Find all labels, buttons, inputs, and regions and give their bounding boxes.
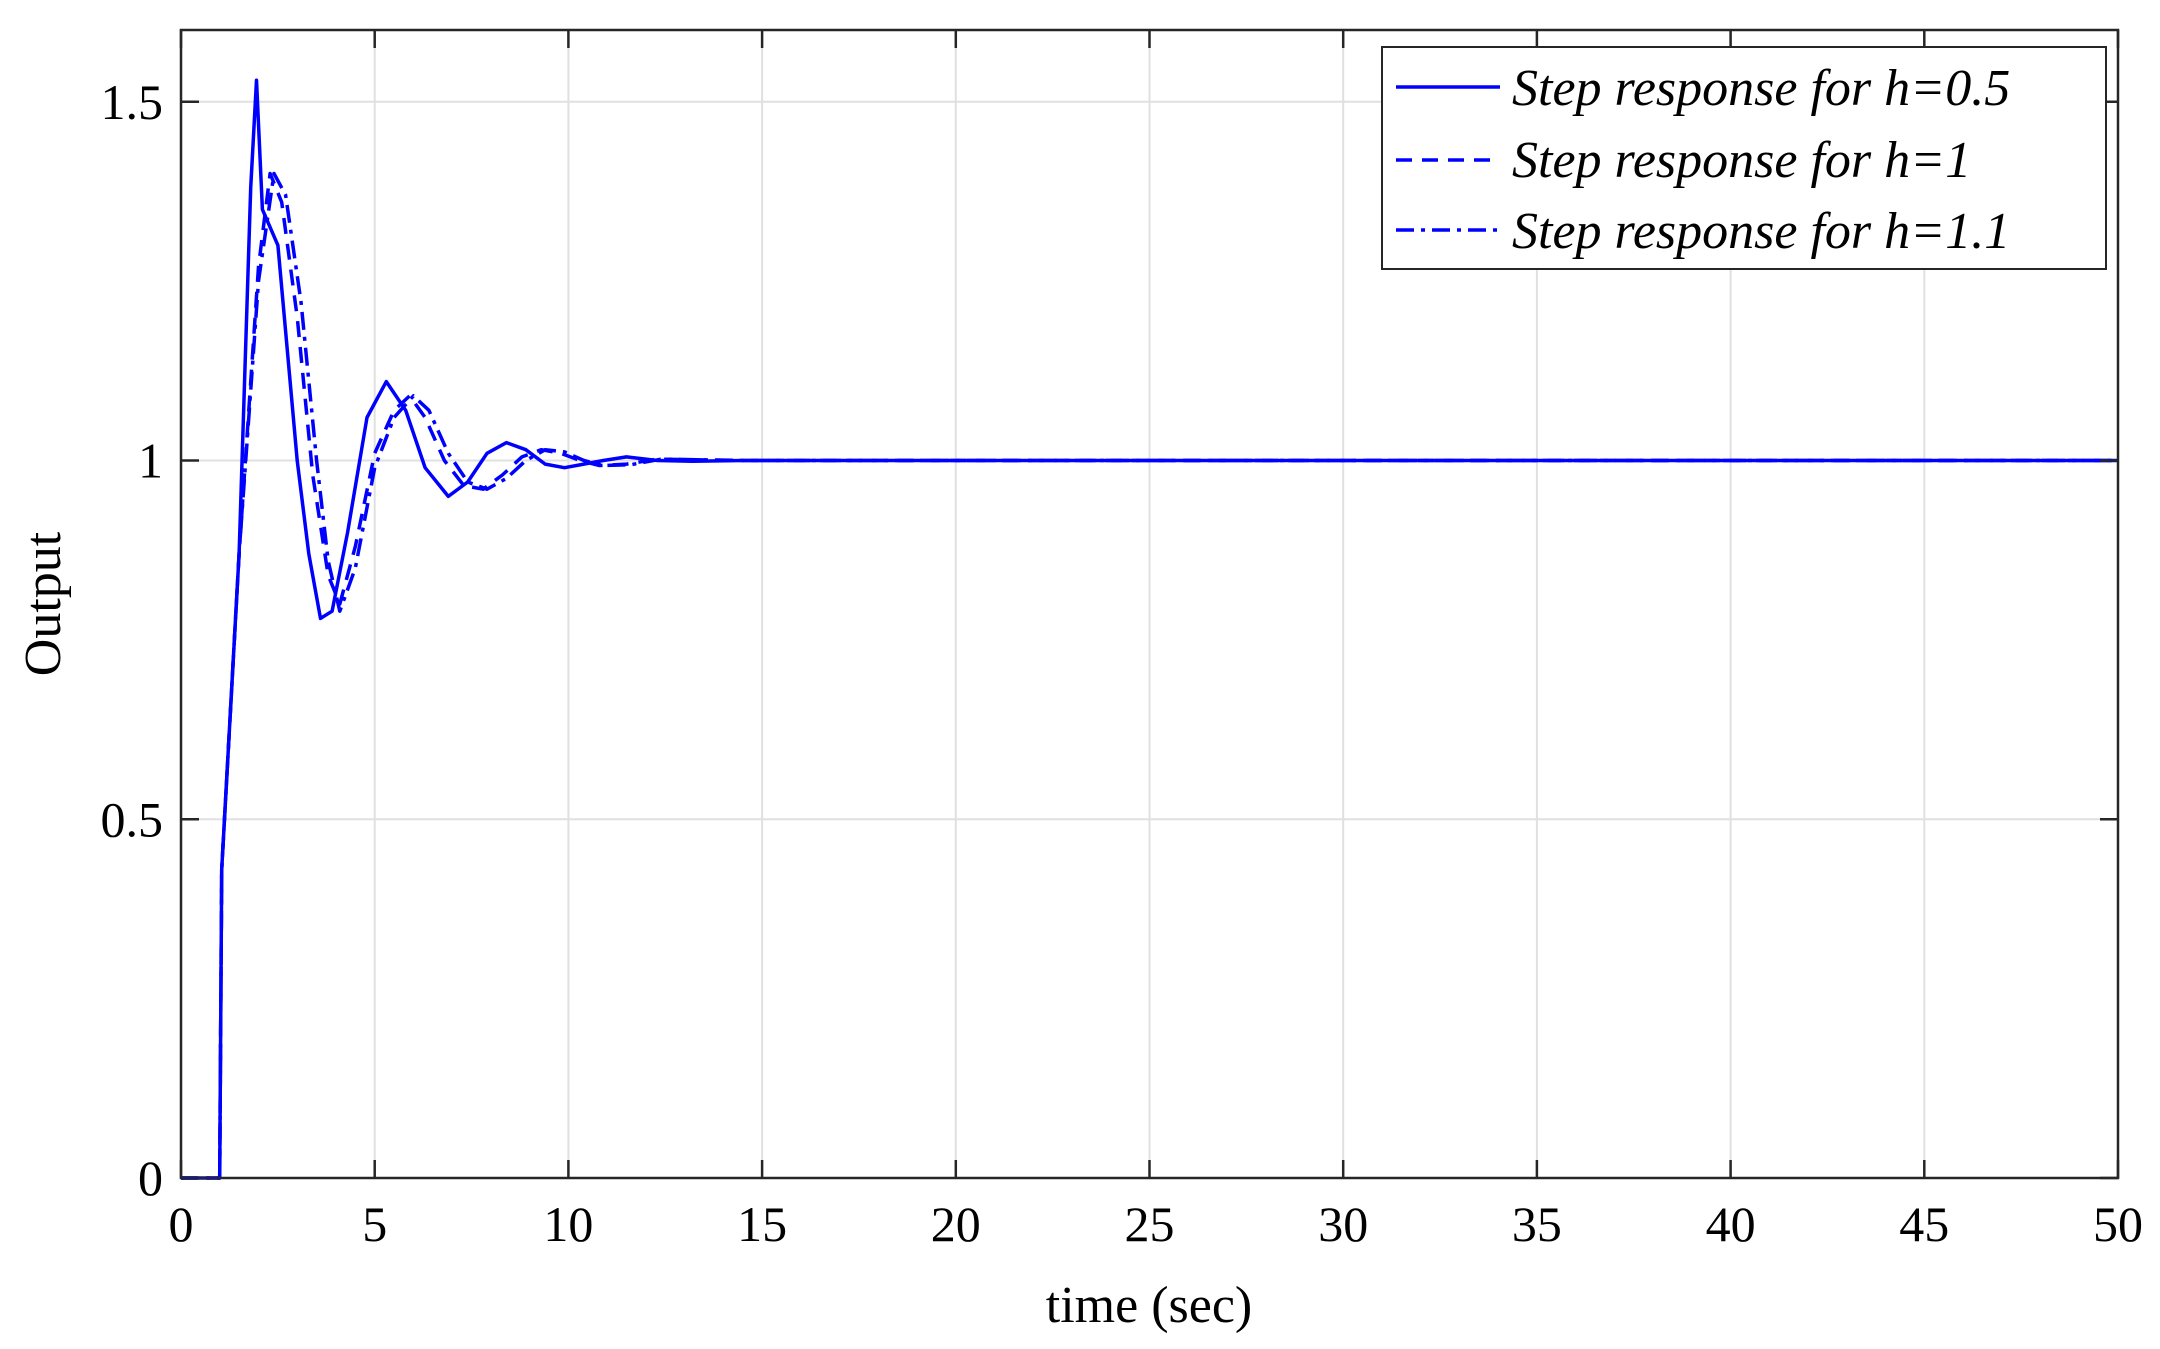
- x-tick-label: 45: [1899, 1196, 1949, 1252]
- x-tick-label: 30: [1318, 1196, 1368, 1252]
- legend-label-h-0-5: Step response for h=0.5: [1512, 60, 2010, 117]
- legend-label-h-1: Step response for h=1: [1512, 132, 1971, 189]
- x-tick-label: 20: [931, 1196, 981, 1252]
- legend-box: [1381, 46, 2107, 270]
- x-tick-label: 10: [543, 1196, 593, 1252]
- x-tick-label: 35: [1512, 1196, 1562, 1252]
- tick-labels: 0 5 10 15 20 25 30 35 40 45 50 0 0.5 1 1.5: [101, 74, 2144, 1252]
- y-axis-label: Output: [15, 531, 72, 676]
- x-tick-label: 5: [362, 1196, 387, 1252]
- y-tick-label: 1.5: [101, 74, 164, 130]
- legend-label-h-1-1: Step response for h=1.1: [1512, 203, 2010, 260]
- y-tick-label: 1: [138, 433, 163, 489]
- y-tick-label: 0: [138, 1150, 163, 1206]
- legend: Step response for h=0.5 Step response fo…: [1381, 46, 2107, 270]
- x-tick-label: 25: [1125, 1196, 1175, 1252]
- series-layer: [181, 78, 2118, 1180]
- x-tick-label: 40: [1706, 1196, 1756, 1252]
- y-tick-label: 0.5: [101, 791, 164, 847]
- x-tick-label: 15: [737, 1196, 787, 1252]
- series-line-1: [181, 171, 2118, 1180]
- x-tick-label: 0: [169, 1196, 194, 1252]
- x-axis-label: time (sec): [1046, 1277, 1252, 1334]
- axis-ticks: [179, 30, 2120, 1180]
- x-tick-label: 50: [2093, 1196, 2143, 1252]
- series-line-2: [181, 171, 2118, 1180]
